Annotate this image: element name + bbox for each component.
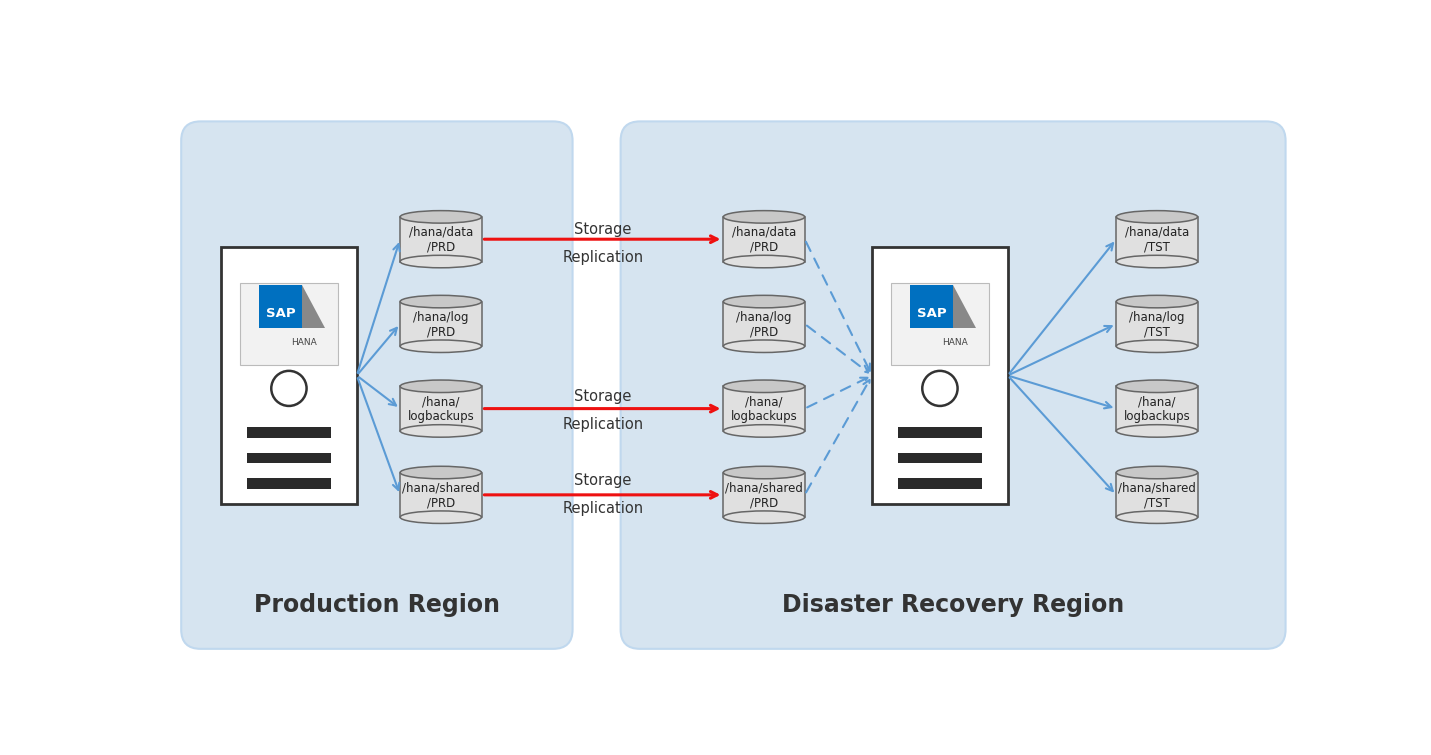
Ellipse shape xyxy=(1116,211,1198,223)
Polygon shape xyxy=(302,285,325,328)
Ellipse shape xyxy=(723,211,804,223)
Text: /hana/log
/TST: /hana/log /TST xyxy=(1129,310,1185,339)
FancyBboxPatch shape xyxy=(892,282,989,365)
Ellipse shape xyxy=(401,255,481,268)
Text: /hana/shared
/TST: /hana/shared /TST xyxy=(1118,482,1196,510)
Text: Replication: Replication xyxy=(562,501,644,516)
Text: /hana/log
/PRD: /hana/log /PRD xyxy=(737,310,791,339)
Text: Storage: Storage xyxy=(574,222,631,237)
Bar xyxy=(1116,473,1198,517)
Text: /hana/data
/TST: /hana/data /TST xyxy=(1125,226,1189,254)
Ellipse shape xyxy=(1116,467,1198,479)
Circle shape xyxy=(272,371,306,406)
Bar xyxy=(401,217,481,261)
Ellipse shape xyxy=(723,255,804,268)
FancyBboxPatch shape xyxy=(182,122,572,649)
Ellipse shape xyxy=(723,380,804,393)
Bar xyxy=(723,217,804,261)
Bar xyxy=(1116,217,1198,261)
Text: HANA: HANA xyxy=(290,337,316,347)
FancyBboxPatch shape xyxy=(222,247,356,504)
Ellipse shape xyxy=(1116,295,1198,308)
Ellipse shape xyxy=(1116,511,1198,523)
Ellipse shape xyxy=(401,467,481,479)
Text: /hana/data
/PRD: /hana/data /PRD xyxy=(409,226,474,254)
Bar xyxy=(259,285,302,328)
Text: /hana/log
/PRD: /hana/log /PRD xyxy=(414,310,468,339)
Text: /hana/shared
/PRD: /hana/shared /PRD xyxy=(402,482,479,510)
Text: /hana/data
/PRD: /hana/data /PRD xyxy=(731,226,796,254)
Ellipse shape xyxy=(401,425,481,437)
Text: Storage: Storage xyxy=(574,473,631,488)
Ellipse shape xyxy=(401,295,481,308)
Text: SAP: SAP xyxy=(266,307,295,319)
Ellipse shape xyxy=(401,211,481,223)
Bar xyxy=(723,473,804,517)
Text: HANA: HANA xyxy=(942,337,967,347)
Bar xyxy=(248,427,331,438)
Bar xyxy=(910,285,953,328)
Bar xyxy=(401,301,481,347)
Text: Replication: Replication xyxy=(562,250,644,265)
Ellipse shape xyxy=(723,511,804,523)
Bar xyxy=(401,387,481,431)
Polygon shape xyxy=(953,285,976,328)
Ellipse shape xyxy=(1116,340,1198,353)
Text: Replication: Replication xyxy=(562,417,644,432)
Text: /hana/
logbackups: /hana/ logbackups xyxy=(1123,396,1191,424)
Ellipse shape xyxy=(1116,425,1198,437)
Ellipse shape xyxy=(401,380,481,393)
Bar xyxy=(248,453,331,464)
Ellipse shape xyxy=(723,340,804,353)
Bar xyxy=(248,479,331,489)
Text: Disaster Recovery Region: Disaster Recovery Region xyxy=(781,593,1125,617)
Text: /hana/
logbackups: /hana/ logbackups xyxy=(408,396,474,424)
Bar xyxy=(897,479,982,489)
Ellipse shape xyxy=(401,511,481,523)
FancyBboxPatch shape xyxy=(240,282,338,365)
Ellipse shape xyxy=(401,340,481,353)
Text: /hana/shared
/PRD: /hana/shared /PRD xyxy=(726,482,803,510)
Text: Storage: Storage xyxy=(574,389,631,404)
Circle shape xyxy=(922,371,957,406)
Ellipse shape xyxy=(1116,255,1198,268)
Text: Production Region: Production Region xyxy=(253,593,499,617)
Bar xyxy=(897,453,982,464)
Ellipse shape xyxy=(723,467,804,479)
Ellipse shape xyxy=(1116,380,1198,393)
Bar xyxy=(1116,301,1198,347)
Bar xyxy=(1116,387,1198,431)
Text: /hana/
logbackups: /hana/ logbackups xyxy=(731,396,797,424)
Ellipse shape xyxy=(723,425,804,437)
Ellipse shape xyxy=(723,295,804,308)
Text: SAP: SAP xyxy=(917,307,946,319)
FancyBboxPatch shape xyxy=(871,247,1007,504)
Bar xyxy=(401,473,481,517)
FancyBboxPatch shape xyxy=(621,122,1285,649)
Bar xyxy=(723,387,804,431)
Bar xyxy=(723,301,804,347)
Bar xyxy=(897,427,982,438)
